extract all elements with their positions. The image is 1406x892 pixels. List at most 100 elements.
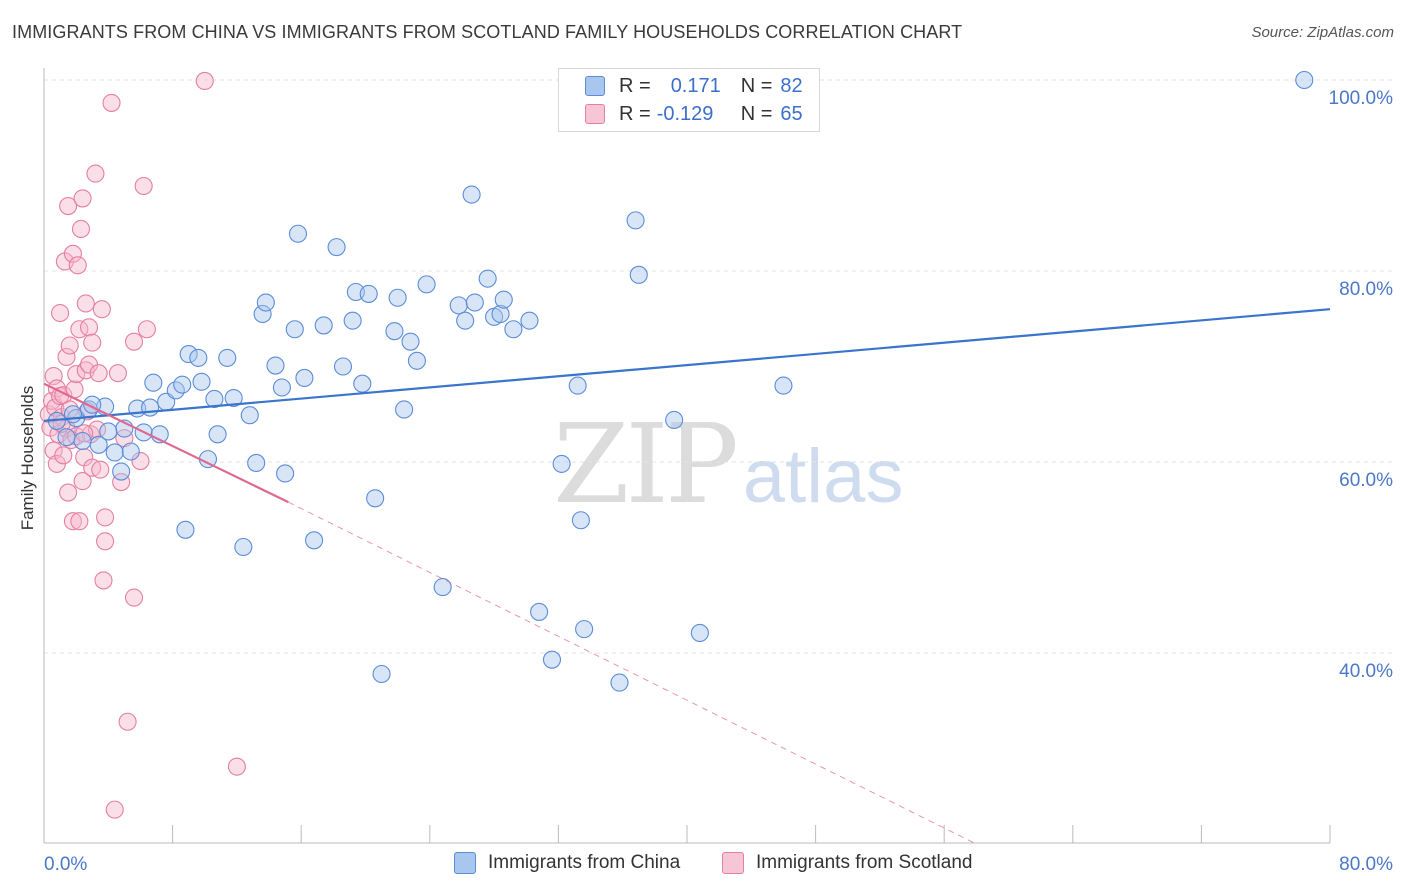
- point-china: [272, 378, 291, 397]
- point-china: [359, 284, 378, 303]
- point-china: [478, 269, 497, 288]
- point-china: [63, 405, 82, 424]
- point-china: [542, 650, 562, 669]
- point-china: [253, 304, 272, 324]
- point-china: [353, 374, 372, 393]
- point-scotland: [59, 483, 78, 502]
- point-scotland: [54, 446, 73, 465]
- point-scotland: [105, 800, 124, 819]
- point-china: [388, 288, 407, 307]
- point-china: [240, 406, 259, 425]
- point-china: [1295, 70, 1314, 90]
- point-china: [333, 357, 353, 376]
- legend-swatch-china: [585, 76, 605, 96]
- y-tick-label: 40.0%: [1339, 661, 1393, 682]
- y-tick-label: 60.0%: [1339, 470, 1393, 491]
- watermark-zip: ZIP: [553, 400, 739, 528]
- point-china: [366, 489, 385, 508]
- point-china: [401, 332, 420, 351]
- point-china: [179, 345, 198, 364]
- point-china: [504, 320, 523, 339]
- point-china: [456, 311, 475, 330]
- y-tick-label: 80.0%: [1339, 279, 1393, 300]
- legend-r-label-china: R =: [619, 74, 651, 97]
- point-scotland: [96, 508, 115, 527]
- point-china: [266, 356, 285, 375]
- point-china: [629, 265, 648, 284]
- watermark: ZIP atlas: [553, 400, 903, 528]
- point-china: [112, 462, 131, 481]
- series-legend-scotland[interactable]: Immigrants from Scotland: [722, 852, 972, 874]
- legend-row-scotland: R = -0.129 N = 65: [585, 101, 803, 127]
- point-china: [305, 531, 324, 550]
- series-legend-china[interactable]: Immigrants from China: [454, 852, 680, 874]
- point-china: [218, 348, 237, 367]
- point-china: [144, 373, 163, 392]
- point-china: [314, 316, 333, 335]
- point-scotland: [118, 712, 137, 731]
- point-scotland: [137, 320, 156, 339]
- point-scotland: [124, 588, 144, 607]
- legend-row-china: R = 0.171 N = 82: [585, 73, 803, 99]
- x-tick-label-min: 0.0%: [44, 854, 87, 875]
- point-scotland: [71, 219, 91, 239]
- source-credit: Source: ZipAtlas.com: [1251, 24, 1394, 41]
- point-china: [610, 673, 629, 692]
- series-swatch-china: [454, 852, 476, 874]
- point-china: [99, 422, 118, 441]
- trendline-china: [43, 308, 1331, 423]
- point-china: [73, 431, 92, 451]
- point-china: [407, 351, 426, 370]
- point-china: [575, 620, 594, 639]
- legend-n-label-china: N =: [740, 74, 773, 97]
- point-china: [774, 376, 793, 395]
- legend-r-label-scotland: R =: [619, 102, 651, 125]
- legend-n-label-scotland: N =: [740, 102, 773, 125]
- x-tick-label-max: 80.0%: [1339, 854, 1393, 875]
- point-china: [121, 442, 140, 461]
- point-china: [626, 211, 645, 230]
- point-china: [665, 410, 684, 430]
- point-china: [173, 375, 192, 394]
- point-scotland: [51, 303, 70, 323]
- point-china: [224, 388, 243, 408]
- point-scotland: [227, 757, 246, 776]
- point-china: [192, 372, 211, 391]
- point-china: [571, 511, 590, 530]
- trendline-scotland: [43, 382, 289, 504]
- point-china: [141, 398, 160, 417]
- point-china: [57, 428, 76, 447]
- point-china: [208, 425, 227, 444]
- series-swatch-scotland: [722, 852, 744, 874]
- trendline-scotland-extension: [288, 501, 977, 845]
- point-scotland: [70, 512, 89, 531]
- y-axis-title: Family Households: [18, 386, 37, 531]
- point-china: [276, 464, 295, 483]
- point-china: [205, 389, 224, 409]
- point-china: [491, 304, 510, 324]
- point-china: [372, 664, 391, 684]
- watermark-atlas: atlas: [742, 434, 904, 519]
- legend-r-value-scotland: -0.129: [656, 102, 714, 125]
- point-china: [552, 454, 571, 473]
- series-label-china: Immigrants from China: [488, 852, 681, 873]
- legend-n-value-scotland: 65: [780, 102, 803, 125]
- point-china: [295, 368, 314, 388]
- point-china: [690, 623, 709, 642]
- legend-r-value-china: 0.171: [670, 74, 721, 97]
- series-legend: Immigrants from China Immigrants from Sc…: [0, 850, 1406, 878]
- point-china: [465, 293, 484, 312]
- point-china: [256, 293, 275, 312]
- point-scotland: [75, 424, 94, 443]
- point-china: [417, 275, 436, 294]
- legend-n-value-china: 82: [780, 74, 803, 97]
- point-china: [530, 602, 549, 621]
- point-scotland: [63, 244, 82, 263]
- point-scotland: [44, 441, 63, 460]
- point-scotland: [96, 532, 115, 551]
- point-china: [234, 537, 253, 557]
- point-china: [105, 443, 124, 462]
- point-scotland: [79, 318, 99, 337]
- point-scotland: [94, 571, 113, 590]
